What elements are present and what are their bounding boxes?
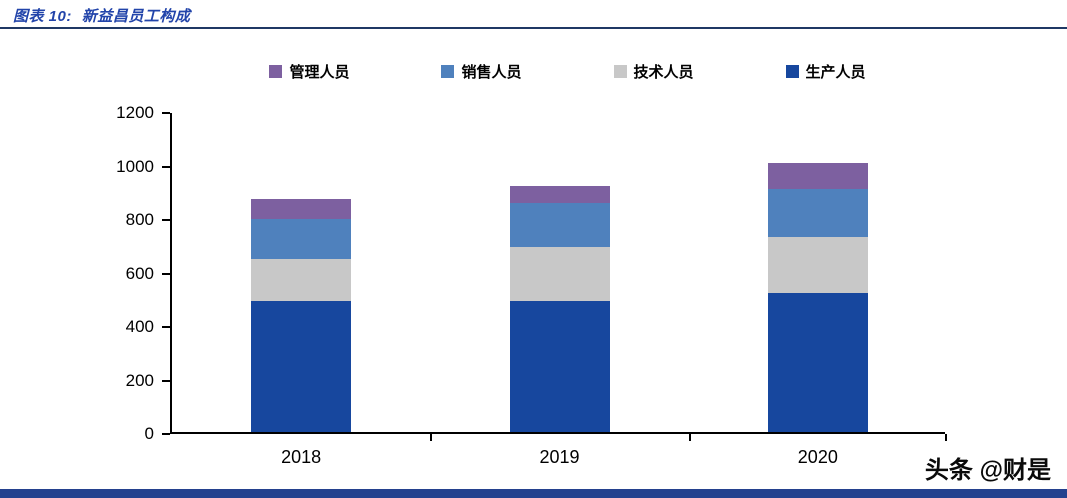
legend-label-sales: 销售人员 — [461, 64, 522, 81]
legend-label-technical: 技术人员 — [633, 64, 694, 81]
y-axis-tick — [162, 379, 170, 382]
legend-swatch-management — [269, 65, 283, 78]
stacked-bar-2018 — [251, 199, 352, 432]
y-axis-tick — [162, 433, 170, 435]
y-axis-tick — [162, 272, 170, 275]
figure-title: 图表 10: 新益昌员工构成 — [13, 5, 190, 26]
x-axis-tick — [430, 434, 433, 441]
legend-item-technical: 技术人员 — [613, 61, 694, 82]
legend-item-production: 生产人员 — [785, 61, 866, 82]
bar-segment-销售人员-2019 — [509, 203, 610, 248]
title-divider — [0, 27, 1067, 29]
bar-segment-生产人员-2018 — [251, 300, 352, 432]
bar-segment-生产人员-2020 — [767, 292, 868, 432]
x-axis-label-2018: 2018 — [281, 447, 322, 467]
y-axis-tick-label: 800 — [125, 210, 154, 229]
bar-segment-销售人员-2018 — [251, 219, 352, 260]
x-axis-tick — [688, 434, 691, 441]
watermark: 头条 @财是 — [924, 457, 1051, 484]
bar-segment-生产人员-2019 — [509, 300, 610, 432]
legend-swatch-production — [785, 65, 799, 78]
legend-item-management: 管理人员 — [269, 61, 349, 82]
bar-segment-技术人员-2020 — [767, 236, 868, 293]
bar-segment-技术人员-2018 — [251, 259, 352, 301]
y-axis-tick-label: 1000 — [116, 156, 154, 176]
x-axis-tick — [945, 434, 947, 441]
bar-segment-销售人员-2020 — [767, 188, 868, 237]
figure-number: 图表 10: — [13, 8, 72, 25]
x-axis-label-2020: 2020 — [797, 447, 838, 467]
legend-swatch-sales — [441, 65, 455, 78]
stacked-bar-2019 — [509, 185, 610, 432]
legend-label-production: 生产人员 — [805, 64, 866, 81]
y-axis-tick — [162, 112, 170, 114]
legend-item-sales: 销售人员 — [441, 61, 522, 82]
bar-segment-管理人员-2019 — [509, 185, 610, 204]
stacked-bar-chart-plot-area: 0 200 400 600 800 1000 1200 2018 2019 2020 — [116, 103, 947, 467]
legend-swatch-technical — [613, 65, 627, 78]
bar-segment-技术人员-2019 — [509, 247, 610, 301]
y-axis-tick-label: 600 — [125, 263, 154, 283]
y-axis-tick — [162, 326, 170, 328]
chart-legend: 管理人员 销售人员 技术人员 生产人员 — [180, 61, 955, 82]
y-axis-tick-label: 0 — [144, 424, 154, 443]
y-axis-tick — [162, 165, 170, 168]
y-axis-tick-label: 1200 — [116, 103, 154, 122]
x-axis-label-2019: 2019 — [539, 447, 580, 467]
bar-segment-管理人员-2018 — [251, 199, 352, 220]
figure-caption: 新益昌员工构成 — [81, 8, 191, 25]
bar-segment-管理人员-2020 — [767, 163, 868, 189]
stacked-bar-2020 — [767, 163, 868, 432]
y-axis-tick-label: 400 — [125, 317, 154, 336]
legend-label-management: 管理人员 — [289, 64, 350, 81]
y-axis-tick-label: 200 — [125, 370, 154, 390]
y-axis-tick — [162, 219, 170, 221]
footer-bar — [0, 489, 1067, 498]
